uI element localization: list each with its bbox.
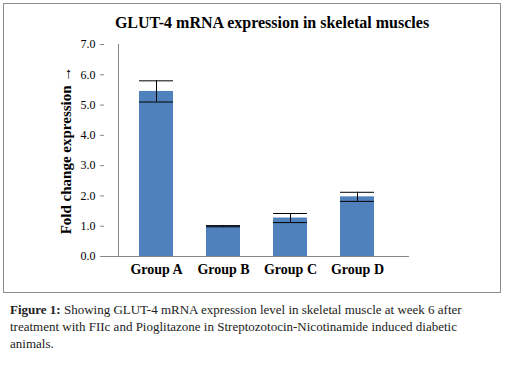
svg-text:Group B: Group B	[197, 262, 249, 277]
svg-text:Group D: Group D	[331, 262, 384, 277]
svg-text:2.0: 2.0	[81, 189, 96, 203]
html-text:GLUT-4 mRNA expression in skel: GLUT-4 mRNA expression in skeletal muscl…	[114, 14, 430, 31]
svg-text:5.0: 5.0	[81, 98, 96, 112]
svg-text:3.0: 3.0	[81, 158, 96, 172]
svg-text:6.0: 6.0	[81, 68, 96, 82]
svg-text:Fold change expression →: Fold change expression →	[58, 67, 74, 235]
svg-text:Group A: Group A	[130, 262, 183, 277]
svg-text:Group C: Group C	[264, 262, 317, 277]
svg-text:4.0: 4.0	[81, 128, 96, 142]
html-text:Figure 1: Showing GLUT-4 mRNA: Figure 1: Showing GLUT-4 mRNA expression…	[10, 302, 462, 351]
svg-text:7.0: 7.0	[81, 37, 96, 51]
svg-text:0.0: 0.0	[81, 249, 96, 263]
svg-text:1.0: 1.0	[81, 219, 96, 233]
